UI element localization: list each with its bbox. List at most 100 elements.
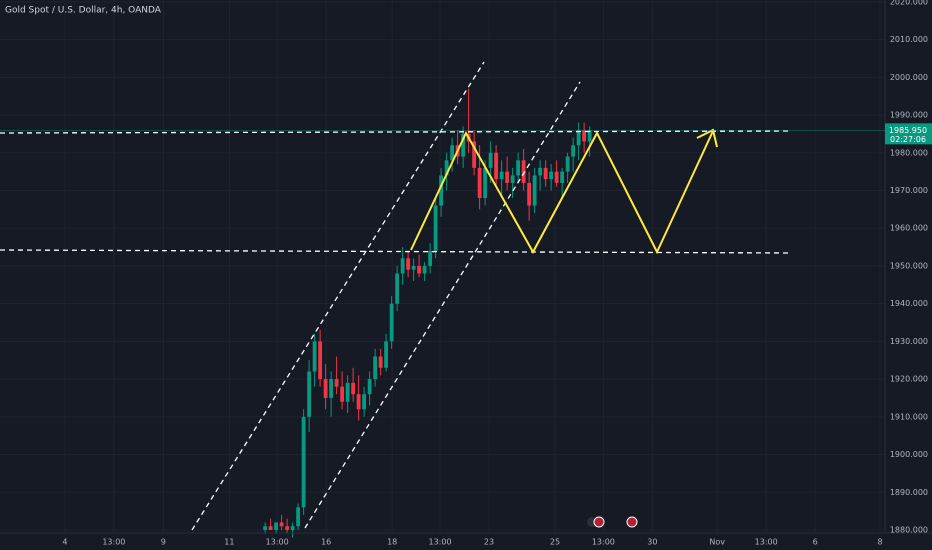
- grid: [0, 0, 885, 533]
- candle-body: [351, 382, 356, 395]
- candle-body: [538, 167, 543, 176]
- candle-body: [494, 152, 499, 180]
- drawings: [0, 61, 791, 531]
- candle-body: [367, 379, 372, 395]
- x-tick-label: 6: [813, 538, 818, 547]
- candles: [263, 88, 592, 538]
- x-tick-label: Nov: [709, 538, 725, 547]
- price-axis: [885, 0, 932, 550]
- candle-body: [565, 156, 570, 172]
- candle-body: [395, 273, 400, 304]
- candle-body: [543, 167, 548, 180]
- candle-body: [263, 526, 268, 530]
- x-tick-label: 13:00: [102, 538, 125, 547]
- x-tick-label: 13:00: [755, 538, 778, 547]
- candle-body: [549, 171, 554, 180]
- candle-body: [296, 507, 301, 527]
- y-tick-label: 1880.000: [890, 525, 928, 534]
- candle-body: [373, 356, 378, 380]
- x-tick-label: 23: [484, 538, 494, 547]
- resistance-line: [0, 130, 791, 134]
- candle-body: [312, 341, 317, 372]
- candle-body: [307, 371, 312, 417]
- x-tick-label: 25: [550, 538, 560, 547]
- channel-upper: [191, 61, 485, 531]
- x-tick-label: 30: [647, 538, 657, 547]
- y-tick-label: 1950.000: [890, 261, 928, 270]
- candle-body: [417, 265, 422, 274]
- candle-body: [483, 167, 488, 199]
- candle-body: [527, 182, 532, 206]
- y-tick-label: 2020.000: [890, 0, 928, 6]
- candle-body: [439, 175, 444, 206]
- candle-body: [285, 526, 290, 530]
- candle-body: [461, 133, 466, 157]
- candle-body: [411, 265, 416, 270]
- candle-body: [422, 265, 427, 274]
- candle-body: [318, 341, 323, 380]
- candle-body: [433, 205, 438, 251]
- candle-body: [340, 386, 345, 402]
- price-tag: [885, 123, 932, 145]
- candle-body: [268, 526, 273, 530]
- x-tick-label: 16: [321, 538, 331, 547]
- channel-lower: [304, 81, 581, 529]
- x-tick-label: 4: [62, 538, 67, 547]
- candle-body: [279, 522, 284, 527]
- event-icons: [587, 516, 638, 528]
- candle-body: [532, 175, 537, 206]
- candle-body: [510, 175, 515, 183]
- candle-body: [450, 145, 455, 161]
- candle-body: [334, 379, 339, 387]
- candle-body: [428, 250, 433, 266]
- x-tick-label: 11: [224, 538, 234, 547]
- price-tag-countdown: 02:27:06: [890, 135, 926, 144]
- candle-body: [345, 382, 350, 402]
- y-tick-label: 1910.000: [890, 412, 928, 421]
- candle-body: [521, 160, 526, 183]
- event-icon[interactable]: [626, 516, 638, 528]
- y-tick-label: 1890.000: [890, 488, 928, 497]
- candle-body: [554, 171, 559, 183]
- candle-body: [301, 416, 306, 508]
- candle-body: [477, 167, 482, 199]
- candle-body: [378, 356, 383, 368]
- y-tick-label: 1960.000: [890, 224, 928, 233]
- candle-body: [406, 258, 411, 270]
- candle-body: [274, 522, 279, 530]
- y-tick-label: 1900.000: [890, 450, 928, 459]
- projection-arrow: [696, 128, 718, 148]
- support-line: [0, 249, 791, 254]
- y-tick-label: 1990.000: [890, 111, 928, 120]
- candle-body: [505, 171, 510, 183]
- candle-body: [290, 526, 295, 530]
- candle-body: [488, 152, 493, 168]
- candle-body: [576, 130, 581, 146]
- y-tick-label: 1920.000: [890, 375, 928, 384]
- candle-body: [587, 130, 592, 142]
- candle-body: [472, 141, 477, 168]
- candle-body: [362, 394, 367, 410]
- y-tick-label: 1940.000: [890, 299, 928, 308]
- candle-body: [389, 303, 394, 342]
- y-tick-label: 1970.000: [890, 186, 928, 195]
- candle-body: [384, 341, 389, 368]
- x-tick-label: 8: [878, 538, 883, 547]
- candle-body: [400, 258, 405, 274]
- candle-body: [516, 160, 521, 176]
- price-tag-label: 1985.950: [889, 126, 927, 135]
- x-tick-label: 13:00: [428, 538, 451, 547]
- candle-body: [356, 394, 361, 410]
- candle-body: [571, 145, 576, 157]
- y-tick-label: 1980.000: [890, 148, 928, 157]
- candle-body: [329, 379, 334, 398]
- candle-body: [499, 171, 504, 180]
- chart-title: Gold Spot / U.S. Dollar, 4h, OANDA: [5, 6, 162, 16]
- x-tick-label: 13:00: [592, 538, 615, 547]
- candle-body: [560, 171, 565, 183]
- projection-path: [410, 130, 714, 255]
- event-icon[interactable]: [593, 516, 605, 528]
